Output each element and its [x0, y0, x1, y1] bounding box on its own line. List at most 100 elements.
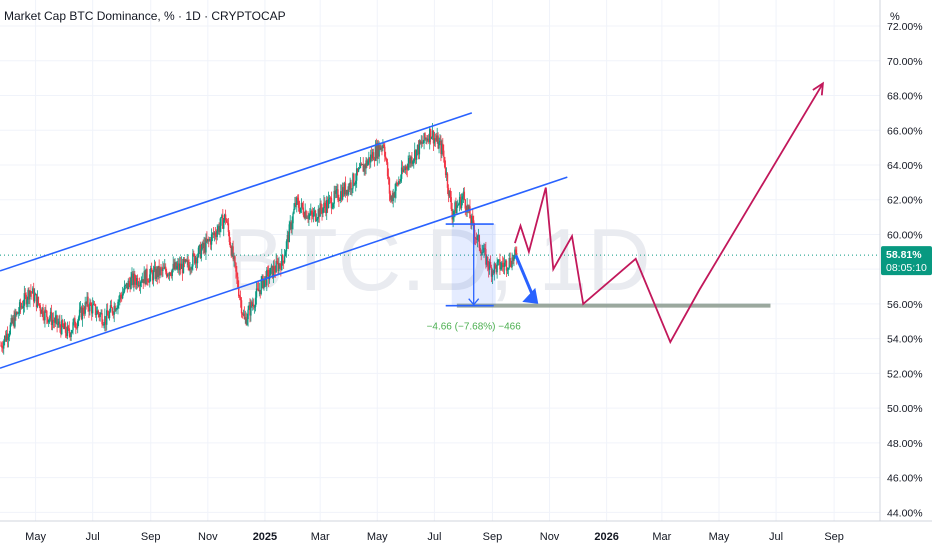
candle-body — [275, 260, 277, 273]
candle-body — [66, 326, 69, 337]
candle-body — [179, 263, 182, 269]
time-axis[interactable]: May Jul Sep Nov 2025 Mar May Jul Sep Nov 2026 Mar Ma… — [25, 531, 844, 543]
candle-body — [36, 296, 39, 308]
candle-body — [25, 294, 27, 305]
candle-body — [409, 158, 411, 164]
candle-body — [4, 335, 7, 341]
candle-body — [362, 164, 364, 172]
time-tick-label: Mar — [652, 531, 671, 543]
candle-body — [2, 347, 4, 349]
candle-body — [73, 318, 75, 323]
candle-body — [93, 303, 96, 305]
candle-body — [223, 220, 225, 229]
candle-body — [101, 313, 103, 325]
candle-body — [107, 315, 110, 319]
candle-body — [195, 258, 198, 264]
price-tick-label: 62.00% — [887, 195, 923, 207]
candle-body — [389, 193, 392, 200]
candle-body — [311, 211, 313, 215]
candle-body — [483, 247, 485, 253]
candle-body — [64, 323, 67, 333]
candle-body — [489, 261, 492, 268]
candle-body — [336, 189, 338, 191]
candle-body — [99, 313, 101, 318]
candle-body — [182, 259, 185, 274]
candle-body — [375, 146, 378, 159]
candle-body — [247, 309, 249, 320]
candle-body — [197, 247, 200, 257]
candle-body — [132, 273, 134, 285]
candle-body — [211, 233, 214, 235]
price-tick-label: 56.00% — [887, 299, 923, 311]
candle-body — [116, 307, 118, 309]
candle-body — [477, 235, 480, 237]
candle-body — [420, 141, 422, 144]
candle-body — [24, 293, 26, 295]
candle-body — [27, 289, 29, 300]
candle-body — [60, 327, 62, 335]
candle-body — [110, 305, 113, 308]
candle-body — [254, 297, 257, 307]
candle-body — [90, 302, 92, 306]
price-tick-label: 60.00% — [887, 229, 923, 241]
candle-body — [491, 270, 494, 277]
candle-body — [151, 272, 154, 281]
candle-body — [196, 256, 199, 264]
candle-body — [382, 144, 384, 149]
candle-body — [54, 317, 56, 323]
candle-body — [47, 317, 49, 323]
candle-body — [315, 220, 318, 222]
candle-body — [218, 226, 220, 232]
candle-body — [77, 321, 79, 328]
candle-body — [238, 287, 240, 297]
candle-body — [194, 254, 196, 264]
price-tick-label: 72.00% — [887, 21, 923, 33]
candle-body — [276, 260, 278, 263]
candle-body — [411, 157, 413, 164]
candle-body — [85, 302, 87, 305]
candle-body — [302, 207, 305, 215]
candle-body — [7, 336, 10, 340]
candle-body — [351, 188, 353, 190]
candle-body — [6, 333, 9, 340]
candle-body — [100, 313, 102, 314]
candle-body — [398, 180, 400, 185]
candle-body — [436, 135, 438, 141]
candle-body — [175, 262, 177, 269]
candle-body — [371, 152, 374, 159]
candle-body — [80, 307, 83, 320]
time-tick-label: Jul — [427, 531, 441, 543]
price-tick-label: 46.00% — [887, 473, 923, 485]
candle-body — [290, 222, 292, 230]
candle-body — [335, 190, 337, 194]
candle-body — [243, 313, 246, 320]
candle-body — [128, 280, 130, 283]
candle-body — [447, 187, 450, 196]
price-tick-label: 54.00% — [887, 334, 923, 346]
candle-body — [21, 306, 24, 309]
candle-body — [237, 276, 239, 288]
candle-body — [121, 293, 124, 299]
candle-body — [344, 183, 347, 195]
candle-body — [242, 313, 245, 315]
candle-body — [460, 199, 463, 208]
candle-body — [158, 265, 160, 276]
candle-body — [352, 173, 354, 189]
candle-body — [136, 277, 139, 286]
price-axis[interactable]: 72.00% 70.00% 68.00% 66.00% 64.00% 62.00% 60.0… — [887, 21, 923, 519]
candle-body — [294, 203, 296, 209]
candle-body — [383, 144, 385, 147]
candle-body — [314, 210, 317, 221]
candle-body — [257, 288, 260, 292]
candle-body — [355, 168, 358, 181]
candle-body — [324, 202, 326, 207]
candle-body — [137, 285, 140, 287]
candle-body — [297, 197, 299, 201]
candle-body — [480, 251, 482, 256]
candle-body — [134, 273, 136, 282]
price-tick-label: 44.00% — [887, 507, 923, 519]
candle-body — [513, 255, 515, 261]
candle-body — [20, 306, 23, 308]
candle-body — [488, 261, 491, 270]
